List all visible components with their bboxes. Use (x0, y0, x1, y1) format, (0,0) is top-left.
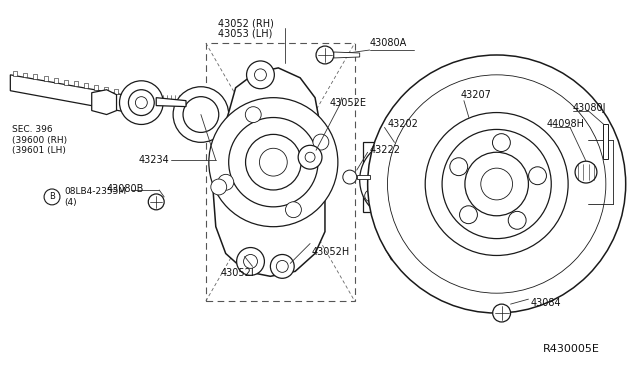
Text: 43207: 43207 (461, 90, 492, 100)
Circle shape (276, 260, 288, 272)
Circle shape (508, 211, 526, 229)
Circle shape (442, 129, 551, 238)
Circle shape (367, 55, 626, 313)
Text: 43053 (LH): 43053 (LH) (218, 28, 272, 38)
Circle shape (529, 167, 547, 185)
Ellipse shape (550, 238, 569, 257)
Circle shape (246, 61, 275, 89)
Circle shape (244, 254, 257, 268)
Text: 43052H: 43052H (312, 247, 350, 257)
Polygon shape (134, 92, 138, 97)
Circle shape (255, 69, 266, 81)
Circle shape (285, 202, 301, 218)
Ellipse shape (579, 173, 593, 195)
Text: 44098H: 44098H (547, 119, 584, 129)
Circle shape (409, 203, 421, 215)
Polygon shape (33, 74, 37, 79)
Text: SEC. 396
(39600 (RH)
(39601 (LH): SEC. 396 (39600 (RH) (39601 (LH) (12, 125, 67, 155)
Circle shape (211, 179, 227, 195)
Polygon shape (104, 87, 108, 92)
Text: B: B (49, 192, 55, 201)
Polygon shape (381, 98, 419, 263)
Polygon shape (13, 71, 17, 76)
Circle shape (228, 118, 318, 207)
Circle shape (365, 190, 376, 202)
Text: 43080B: 43080B (107, 184, 144, 194)
Circle shape (209, 98, 338, 227)
Ellipse shape (400, 173, 415, 195)
Polygon shape (145, 94, 148, 99)
Text: R430005E: R430005E (543, 344, 600, 354)
Ellipse shape (424, 112, 443, 130)
Polygon shape (356, 175, 370, 179)
Text: 43222: 43222 (370, 145, 401, 155)
Circle shape (481, 168, 513, 200)
Text: 43234: 43234 (138, 155, 169, 165)
Text: 43052I: 43052I (221, 268, 255, 278)
Ellipse shape (424, 238, 443, 257)
Circle shape (173, 87, 228, 142)
Circle shape (298, 145, 322, 169)
Circle shape (270, 254, 294, 278)
Polygon shape (124, 90, 128, 95)
Polygon shape (54, 78, 58, 83)
Polygon shape (24, 73, 28, 77)
Circle shape (422, 158, 434, 170)
Circle shape (183, 97, 219, 132)
Circle shape (374, 155, 424, 205)
Polygon shape (92, 90, 116, 115)
Circle shape (259, 148, 287, 176)
Circle shape (136, 97, 147, 109)
Circle shape (460, 206, 477, 224)
Polygon shape (334, 52, 360, 58)
Ellipse shape (486, 266, 508, 281)
Circle shape (129, 90, 154, 116)
Circle shape (343, 170, 356, 184)
Circle shape (120, 81, 163, 125)
Ellipse shape (486, 87, 508, 102)
Circle shape (305, 152, 315, 162)
Polygon shape (156, 98, 186, 107)
Polygon shape (74, 81, 77, 86)
Circle shape (493, 304, 511, 322)
Text: 43080A: 43080A (370, 38, 407, 48)
Circle shape (575, 161, 597, 183)
Text: 43202: 43202 (387, 119, 419, 129)
Polygon shape (604, 125, 609, 159)
Polygon shape (44, 76, 47, 81)
Polygon shape (114, 89, 118, 93)
Circle shape (44, 189, 60, 205)
Circle shape (313, 134, 329, 150)
Circle shape (493, 134, 510, 151)
Circle shape (465, 152, 529, 216)
Circle shape (218, 174, 234, 190)
Circle shape (316, 46, 334, 64)
Circle shape (246, 134, 301, 190)
Circle shape (450, 158, 468, 176)
Polygon shape (64, 80, 68, 84)
Circle shape (378, 145, 390, 157)
Circle shape (237, 247, 264, 275)
Text: 43084: 43084 (531, 298, 561, 308)
Circle shape (148, 194, 164, 210)
Text: 43052 (RH): 43052 (RH) (218, 18, 274, 28)
Bar (363, 142, 394, 212)
Circle shape (245, 107, 261, 123)
Text: 43052E: 43052E (330, 97, 367, 108)
Circle shape (425, 113, 568, 256)
Text: 08LB4-2355M
(4): 08LB4-2355M (4) (64, 187, 126, 206)
Text: 43080J: 43080J (572, 103, 605, 113)
Polygon shape (213, 68, 325, 276)
Circle shape (360, 140, 439, 220)
Ellipse shape (550, 112, 569, 130)
Polygon shape (94, 85, 98, 90)
Polygon shape (10, 75, 156, 118)
Polygon shape (84, 83, 88, 88)
